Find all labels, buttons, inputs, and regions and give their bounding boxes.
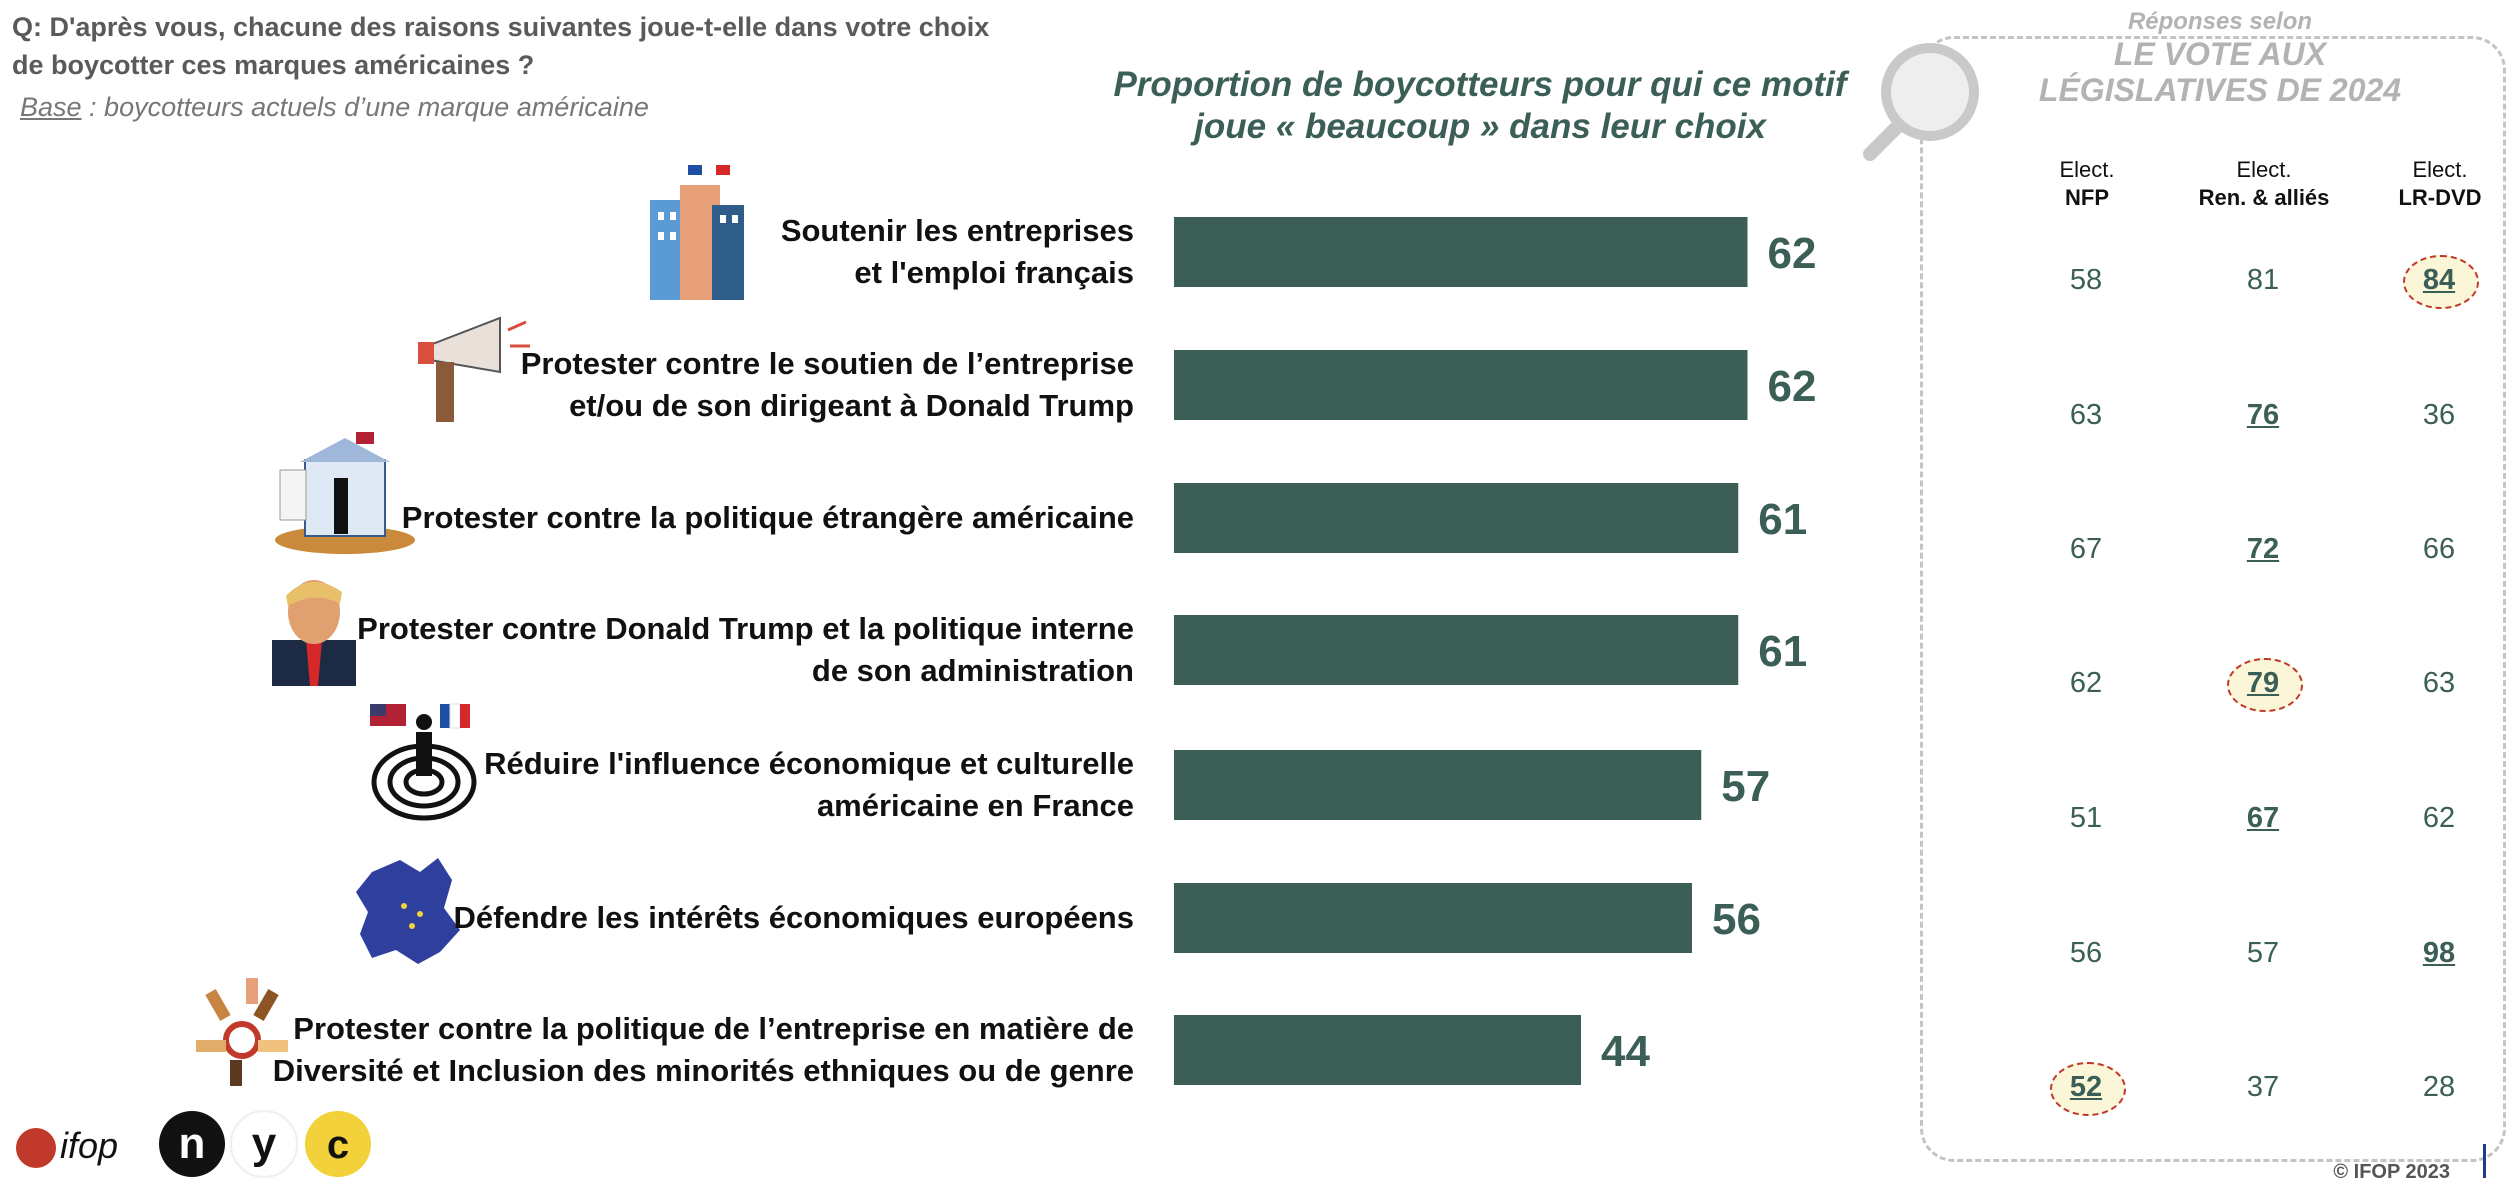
- y-logo: y: [252, 1119, 277, 1168]
- bar-1: [1174, 217, 1748, 287]
- trump-portrait-icon: [272, 580, 356, 686]
- category-label-7-line-1: Protester contre la politique de l’entre…: [293, 1011, 1134, 1046]
- category-label-7-line-2: Diversité et Inclusion des minorités eth…: [273, 1053, 1134, 1088]
- government-building-icon: [275, 432, 415, 554]
- vote-panel: [1920, 36, 2506, 1162]
- n-logo: n: [179, 1119, 206, 1168]
- bar-2: [1174, 350, 1748, 420]
- bar-4: [1174, 615, 1739, 685]
- category-label-2-line-1: Protester contre le soutien de l’entrepr…: [521, 346, 1134, 381]
- ifop-logo-dot: [16, 1128, 56, 1168]
- col-head-nfp: Elect. NFP: [1987, 156, 2187, 212]
- category-label-2: Protester contre le soutien de l’entrepr…: [521, 346, 1134, 423]
- category-label-3-line-1: Protester contre la politique étrangère …: [402, 500, 1134, 535]
- europe-map-icon: [356, 858, 460, 964]
- category-label-3: Protester contre la politique étrangère …: [402, 500, 1134, 535]
- copyright: © IFOP 2023: [2333, 1161, 2450, 1183]
- category-label-4-line-2: de son administration: [812, 653, 1134, 688]
- category-label-2-line-2: et/ou de son dirigeant à Donald Trump: [569, 388, 1134, 423]
- bar-6: [1174, 883, 1692, 953]
- category-label-4: Protester contre Donald Trump et la poli…: [357, 611, 1134, 688]
- cell-nfp-row4: 62: [2069, 667, 2103, 699]
- logos: ifop n y c: [16, 1110, 371, 1178]
- value-label-5: 57: [1721, 762, 1770, 811]
- col-head-ren: Elect. Ren. & alliés: [2164, 156, 2364, 212]
- category-label-5-line-2: américaine en France: [817, 788, 1134, 823]
- cell-lr-row1: 84: [2379, 250, 2499, 310]
- col-head-lr-line2: LR-DVD: [2398, 185, 2482, 210]
- base-text: : boycotteurs actuels d’une marque améri…: [81, 92, 649, 122]
- cell-nfp-row2: 63: [2069, 399, 2103, 431]
- cell-nfp-row3: 67: [2069, 533, 2103, 565]
- cell-nfp-row7: 52: [2026, 1057, 2146, 1117]
- buildings-icon: [650, 165, 744, 300]
- value-label-1: 62: [1768, 229, 1817, 278]
- cell-ren-row5: 67: [2246, 802, 2280, 834]
- base-note: Base : boycotteurs actuels d’une marque …: [20, 92, 649, 123]
- bar-3: [1174, 483, 1739, 553]
- magnifier-icon: [1863, 43, 1979, 161]
- cell-ren-row1: 81: [2246, 264, 2280, 296]
- cell-lr-row7: 28: [2422, 1071, 2456, 1103]
- value-label-7: 44: [1601, 1027, 1650, 1076]
- cell-ren-row6: 57: [2246, 937, 2280, 969]
- ifop-logo-text: ifop: [60, 1125, 118, 1166]
- cell-lr-row5: 62: [2422, 802, 2456, 834]
- bar-5: [1174, 750, 1702, 820]
- col-head-nfp-line2: NFP: [2065, 185, 2109, 210]
- question-text: Q: D'après vous, chacune des raisons sui…: [12, 12, 990, 80]
- cell-nfp-row1: 58: [2069, 264, 2103, 296]
- value-label-6: 56: [1712, 895, 1761, 944]
- col-head-lr: Elect. LR-DVD: [2340, 156, 2516, 212]
- col-head-ren-line2: Ren. & alliés: [2198, 185, 2330, 210]
- col-head-ren-line1: Elect.: [2236, 157, 2292, 182]
- cell-ren-row4: 79: [2203, 653, 2323, 713]
- panel-subtitle: Réponses selon: [2127, 8, 2313, 35]
- cell-ren-row2: 76: [2246, 399, 2280, 431]
- cell-ren-row7: 37: [2246, 1071, 2280, 1103]
- panel-title: LE VOTE AUX LÉGISLATIVES DE 2024: [1960, 36, 2480, 108]
- col-head-lr-line1: Elect.: [2412, 157, 2468, 182]
- chart-title: Proportion de boycotteurs pour qui ce mo…: [1113, 65, 1847, 146]
- category-label-1-line-2: et l'emploi français: [854, 255, 1134, 290]
- cell-lr-row4: 63: [2422, 667, 2456, 699]
- megaphone-icon: [418, 316, 530, 422]
- value-label-2: 62: [1768, 362, 1817, 411]
- cell-lr-row6: 98: [2422, 937, 2456, 969]
- category-label-6: Défendre les intérêts économiques europé…: [454, 900, 1135, 935]
- bar-7: [1174, 1015, 1581, 1085]
- bar-chart: 62 Soutenir les entreprises et l'emploi fr…: [196, 165, 1817, 1088]
- cell-ren-row3: 72: [2246, 533, 2280, 565]
- cell-lr-row3: 66: [2422, 533, 2456, 565]
- value-label-4: 61: [1758, 627, 1807, 676]
- cell-nfp-row5: 51: [2069, 802, 2103, 834]
- target-person-icon: [370, 703, 477, 821]
- cell-lr-row2: 36: [2422, 399, 2456, 431]
- category-label-7: Protester contre la politique de l’entre…: [273, 1011, 1134, 1088]
- cell-nfp-row6: 56: [2069, 937, 2103, 969]
- base-label: Base: [20, 92, 82, 122]
- category-label-6-line-1: Défendre les intérêts économiques europé…: [454, 900, 1135, 935]
- diversity-hands-icon: [196, 978, 288, 1086]
- category-label-5: Réduire l'influence économique et cultur…: [484, 746, 1134, 823]
- category-label-1-line-1: Soutenir les entreprises: [781, 213, 1134, 248]
- category-label-4-line-1: Protester contre Donald Trump et la poli…: [357, 611, 1134, 646]
- col-head-nfp-line1: Elect.: [2059, 157, 2115, 182]
- panel-title-line1: LE VOTE AUX: [2113, 36, 2327, 72]
- page-divider: [2483, 1144, 2486, 1178]
- panel-title-line2: LÉGISLATIVES DE 2024: [2038, 72, 2402, 108]
- value-label-3: 61: [1758, 495, 1807, 544]
- c-logo: c: [327, 1123, 349, 1167]
- category-label-1: Soutenir les entreprises et l'emploi fran…: [781, 213, 1134, 290]
- category-label-5-line-1: Réduire l'influence économique et cultur…: [484, 746, 1134, 781]
